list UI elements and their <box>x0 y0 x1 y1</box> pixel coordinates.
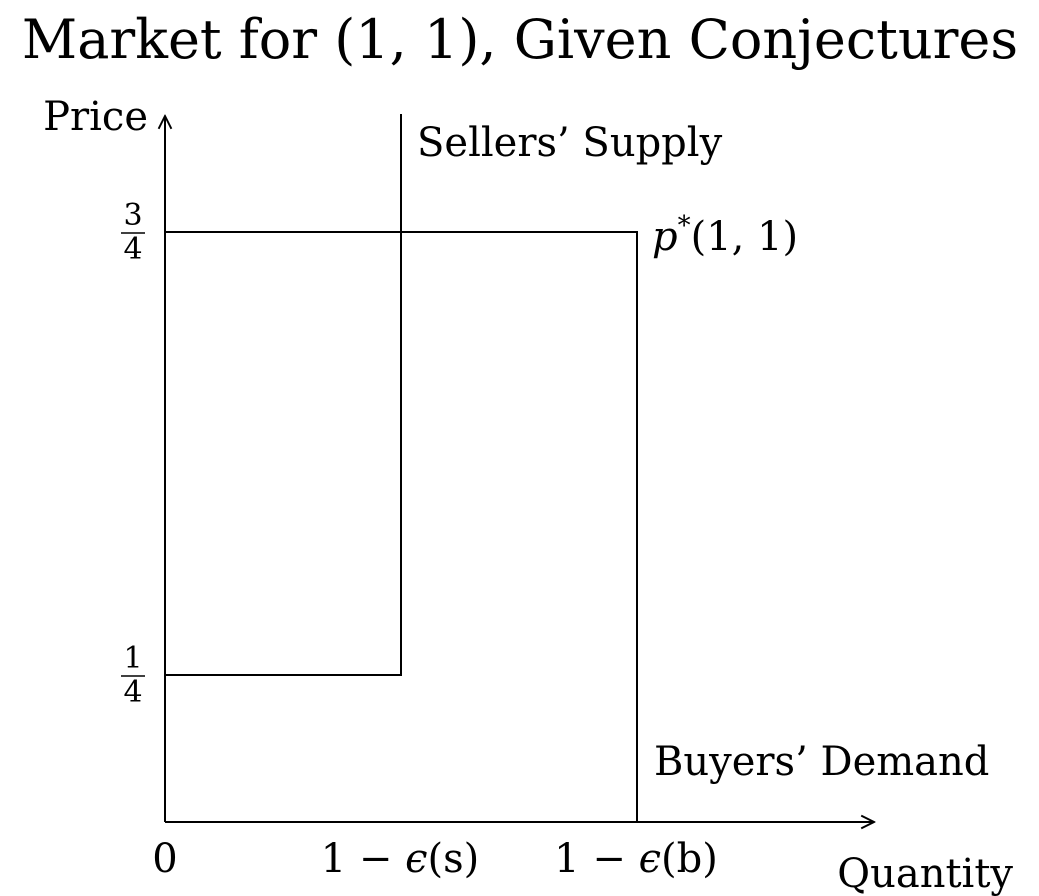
equilibrium-star: * <box>678 211 691 241</box>
y-tick-one-quarter: 1 4 <box>121 641 145 710</box>
x-tick-prefix: 1 − <box>321 836 405 882</box>
x-tick-epsilon: ϵ <box>639 836 661 882</box>
x-tick-arg: (b) <box>661 836 718 882</box>
equilibrium-price-label: p*(1, 1) <box>652 211 798 260</box>
x-tick-epsilon: ϵ <box>405 836 427 882</box>
equilibrium-p: p <box>652 214 678 260</box>
y-axis-label: Price <box>43 94 148 140</box>
x-axis-label: Quantity <box>837 851 1013 896</box>
y-tick-denominator: 4 <box>123 675 142 710</box>
supply-curve <box>165 114 402 676</box>
supply-label: Sellers’ Supply <box>417 120 723 166</box>
y-tick-three-quarters: 3 4 <box>121 198 145 267</box>
x-tick-prefix: 1 − <box>554 836 638 882</box>
demand-curve <box>165 231 638 822</box>
demand-label: Buyers’ Demand <box>654 739 989 785</box>
y-tick-denominator: 4 <box>123 232 142 267</box>
x-tick-buyer: 1 − ϵ(b) <box>554 836 718 882</box>
x-tick-seller: 1 − ϵ(s) <box>321 836 480 882</box>
y-tick-numerator: 3 <box>123 198 142 233</box>
origin-label: 0 <box>152 836 177 882</box>
y-tick-numerator: 1 <box>123 641 142 676</box>
x-tick-arg: (s) <box>428 836 480 882</box>
equilibrium-arg: (1, 1) <box>691 214 799 260</box>
diagram-title: Market for (1, 1), Given Conjectures <box>22 8 1018 71</box>
